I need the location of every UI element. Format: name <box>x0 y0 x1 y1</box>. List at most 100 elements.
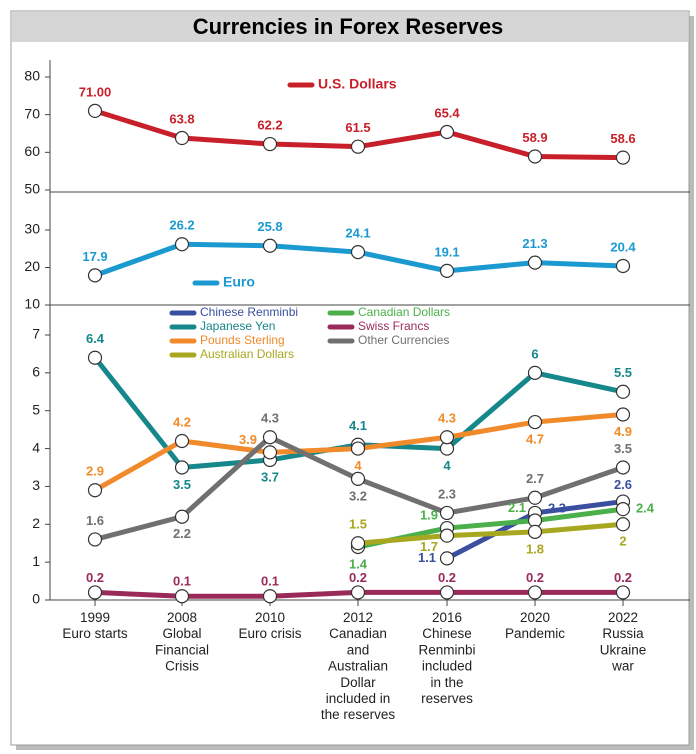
data-label: 25.8 <box>257 219 282 234</box>
data-label: 2.2 <box>173 526 191 541</box>
point <box>615 258 631 274</box>
point <box>527 255 543 270</box>
point <box>262 238 278 253</box>
data-label: 3.7 <box>261 469 279 484</box>
data-label: 0.2 <box>526 570 544 585</box>
data-label: 4.1 <box>349 418 367 433</box>
point <box>174 460 190 475</box>
data-label: 17.9 <box>82 249 107 264</box>
data-label: 0.2 <box>438 570 456 585</box>
data-label: 4.9 <box>614 424 632 439</box>
data-label: 61.5 <box>345 120 370 135</box>
data-label: 2.9 <box>86 464 104 479</box>
point <box>174 509 190 524</box>
data-label: 2.1 <box>508 500 526 515</box>
data-label: 1.5 <box>349 517 367 532</box>
y-tick-label: 5 <box>32 401 40 417</box>
data-label: 1.4 <box>349 556 368 571</box>
y-tick-label: 50 <box>24 181 40 197</box>
series-line <box>357 521 624 546</box>
point <box>87 268 103 283</box>
point <box>262 136 278 152</box>
point <box>350 536 366 551</box>
x-tick-label: 2020 Pandemic <box>505 610 565 641</box>
data-label: 4.2 <box>173 414 191 429</box>
point <box>174 130 190 146</box>
point <box>527 585 543 600</box>
point <box>87 103 103 119</box>
y-tick-label: 6 <box>32 364 40 380</box>
point <box>262 589 278 604</box>
frame <box>10 10 690 746</box>
data-label: 62.2 <box>257 117 282 132</box>
data-label: 1.9 <box>420 508 438 523</box>
data-label: 4 <box>443 458 451 473</box>
point <box>615 150 631 165</box>
point <box>615 517 631 532</box>
point <box>527 490 543 505</box>
data-label: 2.6 <box>614 477 632 492</box>
data-label: 58.6 <box>610 131 635 146</box>
data-label: 2.7 <box>526 471 544 486</box>
x-tick-label: 1999 Euro starts <box>62 610 128 641</box>
legend-label: Canadian Dollars <box>358 305 450 319</box>
point <box>350 471 366 486</box>
point <box>527 365 543 380</box>
point <box>87 532 103 547</box>
point <box>350 441 366 456</box>
y-tick-label: 70 <box>24 105 40 121</box>
point <box>350 585 366 600</box>
data-label: 21.3 <box>522 236 547 251</box>
y-tick-label: 0 <box>32 591 40 607</box>
point <box>615 384 631 399</box>
legend-label: Chinese Renminbi <box>200 305 298 319</box>
data-label: 3.5 <box>614 441 632 456</box>
data-label: 5.5 <box>614 365 632 380</box>
x-tick-label: 2022 Russia Ukraine war <box>600 610 647 674</box>
data-label: 71.00 <box>79 84 112 99</box>
point <box>350 139 366 154</box>
data-label: 1.1 <box>418 550 436 565</box>
point <box>262 430 278 445</box>
y-tick-label: 1 <box>32 553 40 569</box>
data-label: 6 <box>531 346 538 361</box>
legend-label: Pounds Sterling <box>200 333 285 347</box>
data-label: 0.2 <box>86 570 104 585</box>
data-label: 3.9 <box>239 432 257 447</box>
data-label: 4.7 <box>526 432 544 447</box>
y-tick-label: 30 <box>24 221 40 237</box>
data-label: 1.7 <box>420 539 438 554</box>
data-label: 2.3 <box>548 500 566 515</box>
x-tick-label: 2010 Euro crisis <box>238 610 301 641</box>
point <box>439 551 455 566</box>
legend-label: Australian Dollars <box>200 347 294 361</box>
data-label: 4.3 <box>261 411 279 426</box>
data-label: 65.4 <box>434 105 460 120</box>
point <box>87 483 103 498</box>
chart-title: Currencies in Forex Reserves <box>193 14 504 39</box>
data-label: 0.1 <box>261 574 279 589</box>
data-label: 3.5 <box>173 477 191 492</box>
data-label: 19.1 <box>434 244 459 259</box>
title-bar <box>12 12 688 42</box>
point <box>527 524 543 539</box>
point <box>527 414 543 430</box>
point <box>615 585 631 600</box>
point <box>87 350 103 365</box>
point <box>439 263 455 278</box>
point <box>615 407 631 422</box>
point <box>439 585 455 600</box>
point <box>87 585 103 600</box>
point <box>439 505 455 521</box>
data-label: 1.8 <box>526 541 544 556</box>
data-label: 6.4 <box>86 331 105 346</box>
data-label: 24.1 <box>345 226 370 241</box>
point <box>527 149 543 164</box>
data-label: 0.2 <box>614 570 632 585</box>
point <box>350 245 366 260</box>
data-label: 26.2 <box>169 218 194 233</box>
data-label: 3.2 <box>349 488 367 503</box>
x-tick-label: 2016 Chinese Renminbi included in the reserve… <box>418 610 475 706</box>
point <box>615 460 631 475</box>
